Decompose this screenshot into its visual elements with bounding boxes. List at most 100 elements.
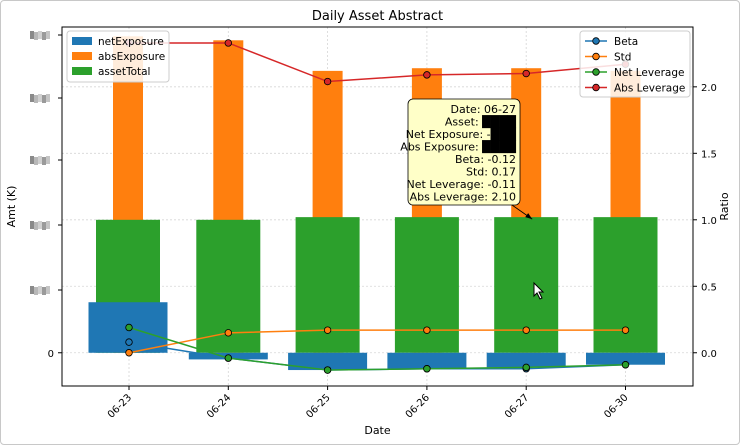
tooltip-line: Std: 0.17 xyxy=(466,166,516,179)
tooltip-line: Date: 06-27 xyxy=(451,103,516,116)
y-axis-label: Amt (K) xyxy=(5,186,18,228)
redacted-block xyxy=(34,157,38,165)
redacted-block xyxy=(46,286,50,294)
point-net-leverage xyxy=(125,323,133,332)
x-tick-label: 06-23 xyxy=(106,392,134,420)
legend-marker xyxy=(592,52,600,61)
legend-label: Net Leverage xyxy=(614,67,684,79)
legend-label: Std xyxy=(614,52,631,64)
y2-tick-label: 0.5 xyxy=(701,282,717,293)
point-abs-leverage xyxy=(522,69,530,78)
redacted-block xyxy=(34,222,38,230)
redacted-block xyxy=(30,94,34,102)
legend-marker xyxy=(592,37,600,45)
legend-swatch xyxy=(72,37,92,45)
redacted-block xyxy=(46,156,50,164)
y2-tick-label: 2.0 xyxy=(701,83,717,94)
bar-netexposure xyxy=(288,352,368,371)
point-net-leverage xyxy=(423,365,431,373)
legend-swatch xyxy=(72,52,92,60)
redacted-block xyxy=(30,31,34,39)
redacted-block xyxy=(38,156,42,164)
redacted-block xyxy=(30,286,34,294)
point-net-leverage xyxy=(621,361,630,369)
x-axis-label: Date xyxy=(364,424,391,437)
point-abs-leverage xyxy=(323,77,332,86)
point-std xyxy=(323,326,332,334)
point-beta xyxy=(125,338,133,346)
x-tick-label: 06-26 xyxy=(404,392,432,420)
redacted-block xyxy=(42,157,46,165)
lines xyxy=(125,39,630,374)
point-net-leverage xyxy=(522,363,530,372)
tooltip-arrowhead xyxy=(525,213,533,220)
tooltip-line: Abs Leverage: 2.10 xyxy=(410,191,516,204)
x-tick-label: 06-24 xyxy=(205,392,233,420)
legend-box xyxy=(66,30,170,83)
bars xyxy=(88,36,665,371)
legend-label: Beta xyxy=(614,36,638,48)
bar-netexposure xyxy=(387,352,467,369)
line-net-leverage xyxy=(128,326,626,371)
redacted-block xyxy=(46,94,50,102)
redacted-block xyxy=(38,286,42,294)
x-tick-label: 06-27 xyxy=(503,392,531,420)
point-std xyxy=(423,326,431,334)
legend-marker xyxy=(592,83,600,92)
bar-netexposure xyxy=(586,352,665,365)
chart-title: Daily Asset Abstract xyxy=(312,9,443,24)
tooltip-line: Net Exposure: -███ xyxy=(406,127,517,141)
redacted-block xyxy=(38,94,42,102)
legend-label: netExposure xyxy=(98,36,164,48)
redacted-block xyxy=(38,31,42,39)
tooltip-box xyxy=(407,98,521,206)
legend-label: absExposure xyxy=(98,51,165,63)
point-std xyxy=(621,326,630,334)
legend-bars: netExposure absExposure assetTotal xyxy=(66,30,170,83)
redacted-block xyxy=(46,31,50,39)
tooltip-line: Asset: ████ xyxy=(445,115,517,129)
redacted-block xyxy=(42,287,46,295)
redacted-block xyxy=(30,156,34,164)
redacted-block xyxy=(42,222,46,230)
legend-label: assetTotal xyxy=(98,66,150,78)
y2-tick-label: 0.0 xyxy=(701,349,717,360)
bar-netexposure xyxy=(486,352,566,368)
y2-tick-label: 1.0 xyxy=(701,216,717,227)
y2-axis-label: Ratio xyxy=(718,192,731,221)
legend-lines: Beta Std Net Leverage Abs Leverage xyxy=(579,30,691,98)
point-abs-leverage xyxy=(224,39,232,47)
y-tick-redacted xyxy=(30,31,62,295)
legend-marker xyxy=(592,68,600,76)
point-net-leverage xyxy=(224,354,232,362)
redacted-block xyxy=(34,287,38,295)
line-std xyxy=(128,329,626,354)
mouse-cursor-icon xyxy=(533,281,545,300)
point-abs-leverage xyxy=(423,71,431,79)
plot-frame xyxy=(61,26,694,387)
redacted-block xyxy=(30,221,34,229)
tooltip-line: Net Leverage: -0.11 xyxy=(407,178,516,191)
redacted-block xyxy=(42,32,46,40)
legend-label: Abs Leverage xyxy=(614,83,685,95)
redacted-block xyxy=(34,32,38,40)
point-std xyxy=(522,326,530,334)
redacted-block xyxy=(46,221,50,229)
y-tick-label: 0 xyxy=(48,349,54,360)
y2-tick-label: 1.5 xyxy=(701,149,717,160)
x-tick-label: 06-30 xyxy=(602,392,630,420)
redacted-block xyxy=(34,95,38,103)
point-std xyxy=(224,329,232,337)
redacted-block xyxy=(38,221,42,229)
x-tick-label: 06-25 xyxy=(304,392,332,420)
legend-swatch xyxy=(72,67,92,75)
redacted-block xyxy=(42,95,46,103)
point-std xyxy=(125,349,133,357)
tooltip-line: Abs Exposure: ████ xyxy=(400,140,516,154)
tooltip-line: Beta: -0.12 xyxy=(455,153,516,166)
point-net-leverage xyxy=(323,366,332,374)
legend-box xyxy=(579,30,691,98)
line-abs-leverage xyxy=(129,42,626,83)
